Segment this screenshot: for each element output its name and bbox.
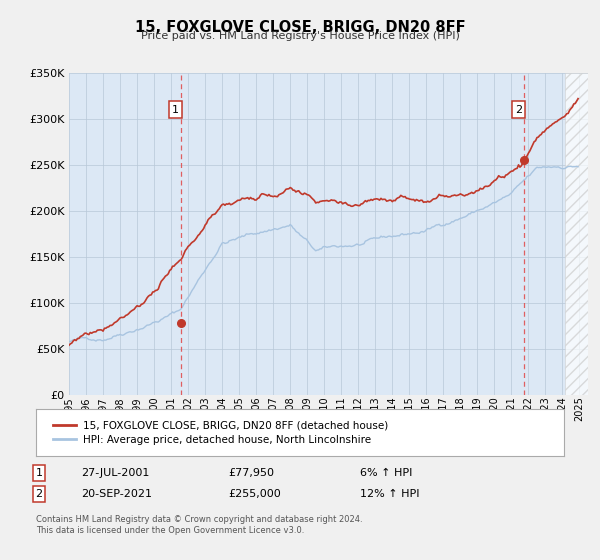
Text: 1: 1 bbox=[35, 468, 43, 478]
Text: 20-SEP-2021: 20-SEP-2021 bbox=[81, 489, 152, 499]
Text: This data is licensed under the Open Government Licence v3.0.: This data is licensed under the Open Gov… bbox=[36, 526, 304, 535]
Text: Contains HM Land Registry data © Crown copyright and database right 2024.: Contains HM Land Registry data © Crown c… bbox=[36, 515, 362, 524]
Text: 12% ↑ HPI: 12% ↑ HPI bbox=[360, 489, 419, 499]
Text: £77,950: £77,950 bbox=[228, 468, 274, 478]
Text: 2: 2 bbox=[35, 489, 43, 499]
Legend: 15, FOXGLOVE CLOSE, BRIGG, DN20 8FF (detached house), HPI: Average price, detach: 15, FOXGLOVE CLOSE, BRIGG, DN20 8FF (det… bbox=[46, 414, 394, 451]
Text: Price paid vs. HM Land Registry's House Price Index (HPI): Price paid vs. HM Land Registry's House … bbox=[140, 31, 460, 41]
Text: 6% ↑ HPI: 6% ↑ HPI bbox=[360, 468, 412, 478]
Text: 27-JUL-2001: 27-JUL-2001 bbox=[81, 468, 149, 478]
Text: 1: 1 bbox=[172, 105, 179, 115]
Text: £255,000: £255,000 bbox=[228, 489, 281, 499]
Text: 2: 2 bbox=[515, 105, 522, 115]
Text: 15, FOXGLOVE CLOSE, BRIGG, DN20 8FF: 15, FOXGLOVE CLOSE, BRIGG, DN20 8FF bbox=[134, 20, 466, 35]
